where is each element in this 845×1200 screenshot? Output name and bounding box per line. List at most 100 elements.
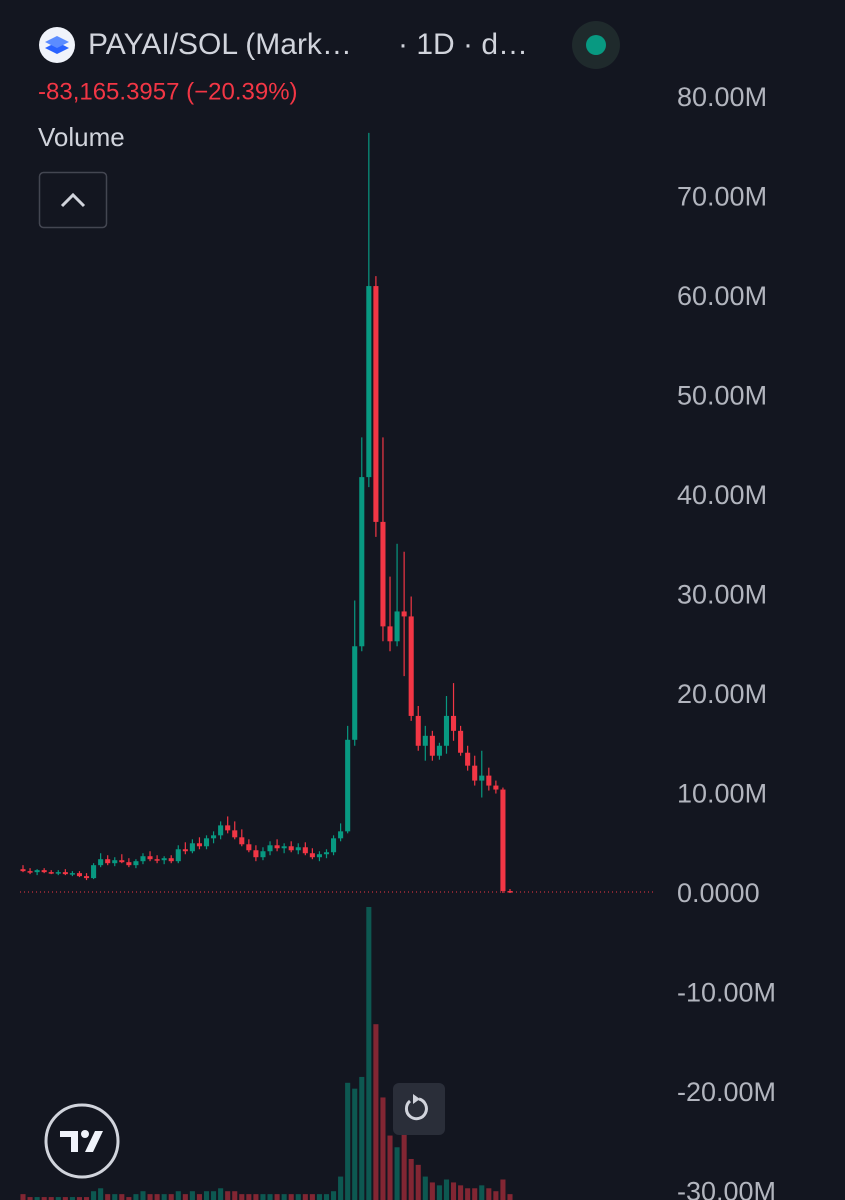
y-tick-label: 40.00M (677, 480, 767, 510)
y-tick-label: -30.00M (677, 1177, 776, 1200)
y-tick-label: 60.00M (677, 281, 767, 311)
volume-bar (154, 1194, 160, 1200)
y-tick-label: 10.00M (677, 779, 767, 809)
price-change: -83,165.3957 (−20.39%) (38, 78, 298, 105)
volume-bar (323, 1194, 330, 1200)
candle-body (48, 872, 54, 874)
candle-body (323, 852, 330, 855)
volume-bar (338, 1176, 344, 1200)
volume-bar (126, 1197, 132, 1200)
tradingview-logo[interactable] (44, 1103, 120, 1179)
y-tick-label: 20.00M (677, 679, 767, 709)
candle-body (20, 869, 26, 872)
y-tick-label: -20.00M (677, 1077, 776, 1107)
volume-bar (20, 1194, 26, 1200)
candle-body (126, 862, 132, 866)
candle-body (373, 286, 379, 522)
candle-body (119, 860, 125, 863)
volume-bar (55, 1197, 61, 1200)
candle-body (458, 730, 464, 753)
volume-bar (175, 1191, 181, 1200)
indicator-label: Volume (38, 122, 125, 152)
volume-bar (168, 1194, 174, 1200)
candle-body (309, 853, 315, 858)
volume-bar (140, 1191, 146, 1200)
volume-bar (295, 1194, 301, 1200)
volume-bar (288, 1194, 294, 1200)
volume-bar (119, 1194, 125, 1200)
candle-body (76, 873, 83, 877)
candle-body (91, 865, 97, 879)
candle-body (465, 752, 471, 766)
volume-bar (98, 1188, 104, 1200)
y-tick-label: 0.0000 (677, 878, 760, 908)
candle-body (112, 860, 118, 864)
volume-bar (83, 1197, 90, 1200)
volume-bar (415, 1164, 421, 1200)
volume-bar (352, 1088, 358, 1200)
candle-body (232, 830, 238, 838)
volume-bar (429, 1182, 435, 1200)
chart-subtitle: · 1D · d… (398, 28, 528, 61)
volume-pane (20, 907, 513, 1200)
volume-bar (486, 1188, 492, 1200)
candle-body (133, 861, 139, 866)
volume-bar (34, 1197, 40, 1200)
candle-body (83, 876, 90, 879)
candle-body (239, 837, 245, 845)
reset-button[interactable] (393, 1083, 445, 1135)
candle-body (345, 739, 351, 832)
candle-body (415, 715, 421, 746)
volume-bar (309, 1194, 315, 1200)
volume-bar (225, 1191, 231, 1200)
volume-bar (302, 1194, 308, 1200)
volume-bar (493, 1191, 499, 1200)
candle-body (408, 616, 414, 716)
candle-body (338, 831, 344, 839)
candle-body (472, 765, 478, 781)
volume-bar (422, 1176, 428, 1200)
volume-bar (465, 1188, 471, 1200)
volume-bar (436, 1185, 442, 1200)
candle-body (189, 843, 195, 852)
candle-body (281, 846, 287, 849)
candle-body (55, 872, 61, 874)
candle-body (161, 858, 167, 861)
candle-body (211, 835, 217, 839)
candle-body (260, 851, 266, 858)
candle-body (331, 838, 337, 853)
volume-bar (246, 1194, 252, 1200)
volume-bar (147, 1194, 153, 1200)
candle-body (253, 850, 259, 858)
volume-bar (394, 1147, 400, 1200)
volume-bar (387, 1135, 393, 1200)
volume-bar (359, 1076, 365, 1200)
candle-body (429, 735, 435, 756)
candle-body (98, 859, 104, 866)
candle-body (500, 789, 506, 892)
candle-body (154, 859, 160, 861)
volume-bar (161, 1194, 167, 1200)
volume-bar (281, 1194, 287, 1200)
volume-bar (443, 1179, 450, 1200)
candle-body (218, 825, 224, 836)
candle-body (486, 775, 492, 786)
volume-bar (274, 1194, 280, 1200)
status-indicator[interactable] (572, 21, 620, 69)
collapse-button[interactable] (38, 171, 108, 229)
volume-bar (401, 1129, 407, 1200)
candle-body (105, 859, 111, 864)
volume-bar (366, 907, 372, 1200)
candle-body (366, 286, 372, 478)
candle-body (147, 856, 153, 860)
candle-body (479, 775, 485, 781)
volume-bar (472, 1188, 478, 1200)
volume-bar (239, 1194, 245, 1200)
volume-bar (196, 1194, 202, 1200)
volume-bar (182, 1194, 188, 1200)
volume-bar (41, 1197, 47, 1200)
volume-bar (253, 1194, 259, 1200)
volume-bar (408, 1158, 414, 1200)
volume-bar (48, 1197, 54, 1200)
